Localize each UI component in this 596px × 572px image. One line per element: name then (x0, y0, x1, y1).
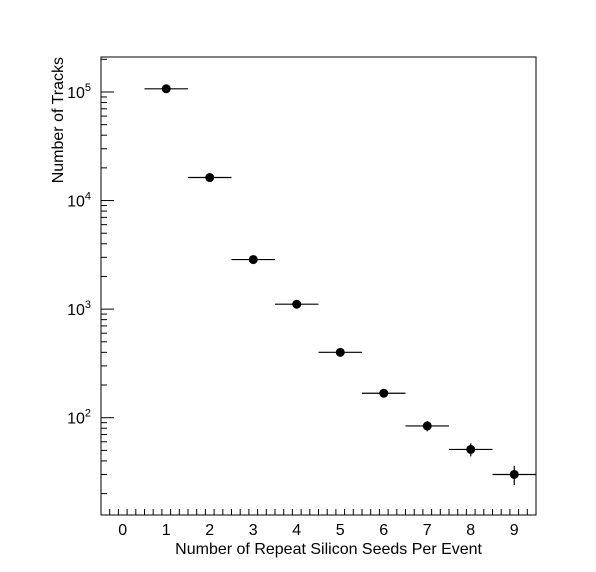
data-marker (379, 388, 389, 398)
data-marker (335, 347, 345, 357)
x-tick-label: 8 (466, 522, 475, 539)
data-marker (292, 299, 302, 309)
y-tick-base: 10 (67, 411, 85, 428)
data-series (144, 84, 536, 485)
y-axis-ticks (101, 58, 114, 495)
data-point (449, 443, 493, 457)
y-tick-label: 105 (67, 82, 91, 102)
data-point (231, 255, 275, 265)
y-tick-label: 104 (67, 191, 91, 211)
x-axis-tick-labels: 0 1 2 3 4 5 6 7 8 9 (118, 522, 519, 539)
y-tick-label: 103 (67, 299, 91, 319)
data-point (144, 84, 188, 94)
y-tick-base: 10 (67, 302, 85, 319)
data-marker (422, 421, 432, 431)
data-point (188, 173, 232, 183)
data-point (492, 465, 536, 485)
x-tick-label: 4 (292, 522, 301, 539)
x-tick-label: 5 (336, 522, 345, 539)
y-tick-label: 102 (67, 408, 91, 428)
x-axis-title: Number of Repeat Silicon Seeds Per Event (175, 541, 482, 558)
data-point (318, 347, 362, 357)
x-axis-ticks (100, 509, 537, 515)
y-axis-title: Number of Tracks (50, 57, 67, 183)
data-point (362, 388, 406, 398)
x-tick-label: 6 (379, 522, 388, 539)
x-tick-label: 7 (423, 522, 432, 539)
data-marker (161, 84, 171, 94)
y-tick-exponent: 5 (85, 82, 91, 94)
data-point (405, 421, 449, 432)
y-tick-exponent: 3 (85, 299, 91, 311)
data-point (275, 299, 319, 309)
data-marker (205, 173, 215, 183)
x-tick-label: 2 (205, 522, 214, 539)
y-tick-exponent: 4 (85, 191, 91, 203)
data-marker (248, 255, 258, 265)
x-tick-label: 9 (510, 522, 519, 539)
y-tick-base: 10 (67, 85, 85, 102)
data-marker (466, 444, 476, 454)
x-tick-label: 0 (118, 522, 127, 539)
y-tick-exponent: 2 (85, 408, 91, 420)
x-tick-label: 1 (162, 522, 171, 539)
data-marker (509, 469, 519, 479)
x-tick-label: 3 (249, 522, 258, 539)
y-tick-base: 10 (67, 194, 85, 211)
